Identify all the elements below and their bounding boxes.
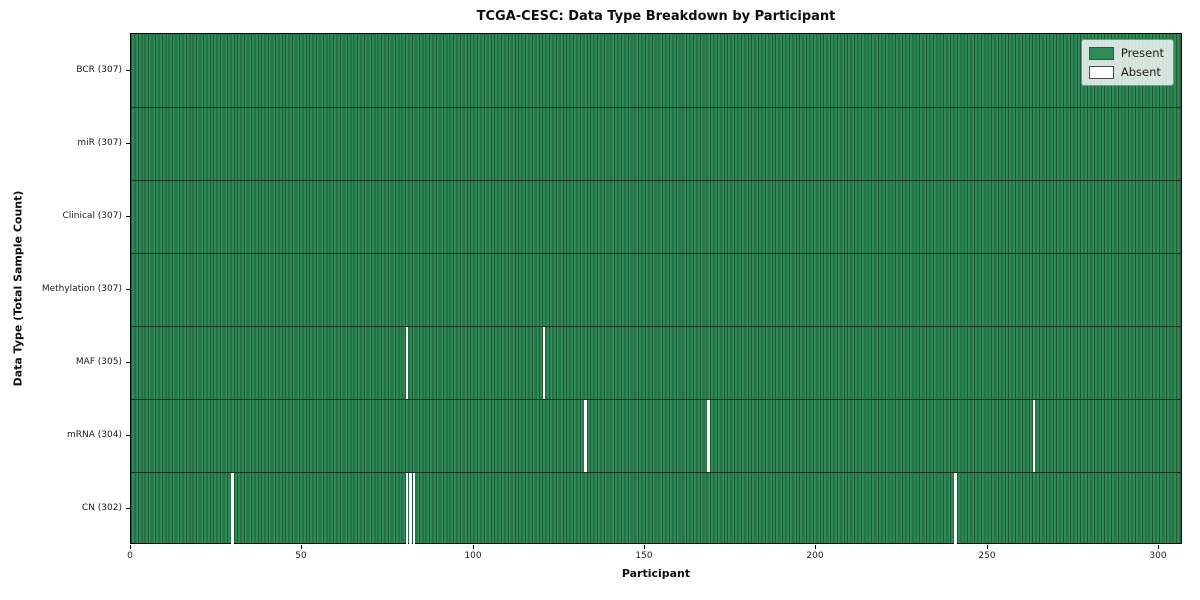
chart-title: TCGA-CESC: Data Type Breakdown by Partic… bbox=[476, 9, 836, 24]
y-tick-label: miR (307) bbox=[77, 138, 122, 148]
row-divider bbox=[131, 326, 1181, 327]
x-tick-mark bbox=[473, 545, 474, 549]
x-tick-mark bbox=[987, 545, 988, 549]
x-tick-mark bbox=[1158, 545, 1159, 549]
y-tick-label: mRNA (304) bbox=[67, 430, 122, 440]
y-tick-label: Clinical (307) bbox=[62, 211, 122, 221]
legend-item-present: Present bbox=[1088, 46, 1164, 60]
absent-cell bbox=[231, 473, 234, 545]
row-divider bbox=[131, 253, 1181, 254]
row-divider bbox=[131, 399, 1181, 400]
y-tick-mark bbox=[126, 70, 130, 71]
x-tick-mark bbox=[644, 545, 645, 549]
y-tick-label: CN (302) bbox=[81, 503, 122, 513]
x-tick-mark bbox=[130, 545, 131, 549]
x-tick-mark bbox=[301, 545, 302, 549]
absent-cell bbox=[542, 327, 546, 399]
x-axis-title: Participant bbox=[621, 567, 691, 580]
legend-item-absent: Absent bbox=[1088, 65, 1164, 79]
y-tick-label: BCR (307) bbox=[76, 65, 122, 75]
y-tick-label: Methylation (307) bbox=[41, 284, 122, 294]
row-divider bbox=[131, 180, 1181, 181]
y-tick-mark bbox=[126, 216, 130, 217]
y-tick-mark bbox=[126, 435, 130, 436]
absent-cell bbox=[954, 473, 957, 545]
absent-swatch-icon bbox=[1088, 65, 1114, 79]
y-tick-mark bbox=[126, 289, 130, 290]
y-tick-mark bbox=[126, 362, 130, 363]
legend-label-present: Present bbox=[1120, 46, 1164, 60]
present-swatch-icon bbox=[1088, 46, 1114, 60]
x-tick-label: 0 bbox=[127, 551, 133, 561]
x-tick-label: 50 bbox=[295, 551, 307, 561]
absent-cell bbox=[707, 400, 710, 472]
row-divider bbox=[131, 472, 1181, 473]
x-tick-label: 250 bbox=[978, 551, 996, 561]
x-tick-label: 200 bbox=[806, 551, 824, 561]
y-tick-mark bbox=[126, 143, 130, 144]
legend: Present Absent bbox=[1080, 39, 1174, 86]
y-tick-mark bbox=[126, 508, 130, 509]
x-tick-label: 100 bbox=[464, 551, 482, 561]
absent-cell bbox=[405, 327, 409, 399]
absent-cell bbox=[1032, 400, 1036, 472]
legend-label-absent: Absent bbox=[1120, 65, 1161, 79]
row-divider bbox=[131, 107, 1181, 108]
absent-cell bbox=[412, 473, 416, 545]
y-tick-label: MAF (305) bbox=[75, 357, 122, 367]
absent-cell bbox=[405, 473, 409, 545]
absent-cell bbox=[584, 400, 587, 472]
absent-cell bbox=[409, 473, 412, 545]
x-tick-mark bbox=[815, 545, 816, 549]
plot-area: Present Absent bbox=[130, 33, 1182, 545]
x-tick-label: 300 bbox=[1149, 551, 1167, 561]
x-tick-label: 150 bbox=[635, 551, 653, 561]
